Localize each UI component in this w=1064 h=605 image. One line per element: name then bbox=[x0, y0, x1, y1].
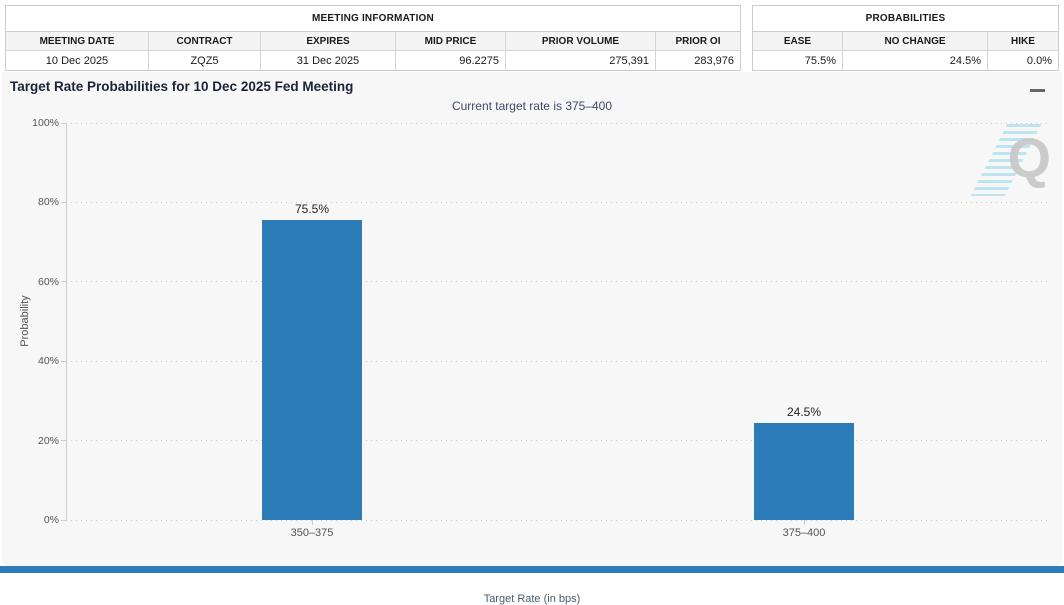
meeting-info-table: MEETING INFORMATION MEETING DATE CONTRAC… bbox=[5, 5, 741, 71]
meeting-info-header-row: MEETING DATE CONTRACT EXPIRES MID PRICE … bbox=[6, 32, 740, 51]
y-gridline bbox=[66, 122, 1050, 124]
col-header-ease: EASE bbox=[753, 32, 843, 51]
col-header-prior-oi: PRIOR OI bbox=[656, 32, 740, 51]
value-prior-volume: 275,391 bbox=[506, 51, 656, 70]
probability-bar-350–375[interactable] bbox=[262, 220, 362, 520]
probabilities-header-row: EASE NO CHANGE HIKE bbox=[753, 32, 1058, 51]
value-prior-oi: 283,976 bbox=[656, 51, 740, 70]
y-tick-label: 0% bbox=[43, 514, 59, 526]
y-tick-label: 80% bbox=[37, 196, 59, 209]
value-expires: 31 Dec 2025 bbox=[261, 51, 396, 70]
y-tick-label: 40% bbox=[37, 355, 59, 368]
y-gridline bbox=[66, 519, 1050, 521]
bottom-accent-bar bbox=[0, 566, 1064, 573]
x-tick-label: 350–375 bbox=[290, 527, 334, 539]
x-tick-mark bbox=[312, 520, 313, 525]
plot-area: 75.5% 24.5% bbox=[66, 122, 1050, 521]
x-tick-label: 375–400 bbox=[782, 527, 826, 539]
probabilities-value-row: 75.5% 24.5% 0.0% bbox=[753, 51, 1058, 70]
meeting-info-value-row: 10 Dec 2025 ZQZ5 31 Dec 2025 96.2275 275… bbox=[6, 51, 740, 70]
bar-data-label: 75.5% bbox=[294, 202, 330, 217]
y-tick-mark bbox=[61, 440, 66, 442]
col-header-no-change: NO CHANGE bbox=[843, 32, 988, 51]
y-gridline bbox=[66, 201, 1050, 203]
y-tick-label: 100% bbox=[32, 117, 59, 129]
value-contract: ZQZ5 bbox=[149, 51, 261, 70]
x-axis-title: Target Rate (in bps) bbox=[483, 593, 581, 605]
y-tick-label: 20% bbox=[37, 434, 59, 447]
y-tick-mark bbox=[61, 281, 66, 283]
probabilities-title: PROBABILITIES bbox=[753, 6, 1058, 32]
chart-context-menu-button[interactable] bbox=[1026, 81, 1048, 99]
bar-data-label: 24.5% bbox=[786, 404, 822, 419]
probability-bar-375–400[interactable] bbox=[754, 422, 854, 520]
col-header-expires: EXPIRES bbox=[261, 32, 396, 51]
chart-subtitle: Current target rate is 375–400 bbox=[451, 99, 613, 113]
col-header-prior-volume: PRIOR VOLUME bbox=[506, 32, 656, 51]
y-tick-mark bbox=[61, 122, 66, 124]
y-gridline bbox=[66, 360, 1050, 362]
col-header-mid-price: MID PRICE bbox=[396, 32, 506, 51]
col-header-meeting-date: MEETING DATE bbox=[6, 32, 149, 51]
y-tick-mark bbox=[61, 201, 66, 203]
chart-title: Target Rate Probabilities for 10 Dec 202… bbox=[10, 79, 354, 94]
value-meeting-date: 10 Dec 2025 bbox=[6, 51, 149, 70]
probabilities-table: PROBABILITIES EASE NO CHANGE HIKE 75.5% … bbox=[752, 5, 1059, 71]
y-tick-mark bbox=[61, 519, 66, 521]
y-tick-mark bbox=[61, 360, 66, 362]
value-ease: 75.5% bbox=[753, 51, 843, 70]
fedwatch-chart-card: Target Rate Probabilities for 10 Dec 202… bbox=[2, 72, 1062, 605]
meeting-info-title: MEETING INFORMATION bbox=[6, 6, 740, 32]
col-header-hike: HIKE bbox=[988, 32, 1058, 51]
y-gridline bbox=[66, 281, 1050, 283]
col-header-contract: CONTRACT bbox=[149, 32, 261, 51]
y-axis-line bbox=[66, 123, 67, 520]
value-mid-price: 96.2275 bbox=[396, 51, 506, 70]
value-no-change: 24.5% bbox=[843, 51, 988, 70]
x-tick-mark bbox=[804, 520, 805, 525]
value-hike: 0.0% bbox=[988, 51, 1058, 70]
y-gridline bbox=[66, 440, 1050, 442]
y-tick-label: 60% bbox=[37, 275, 59, 288]
